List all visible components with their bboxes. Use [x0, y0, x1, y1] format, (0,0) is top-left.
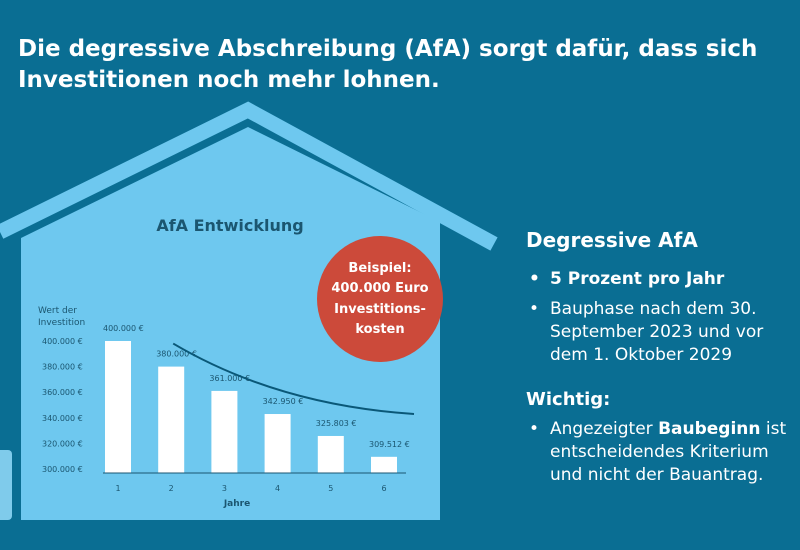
x-tick-label: 5: [328, 484, 333, 493]
badge-line-3: Investitions-: [334, 302, 426, 317]
list-item-text-line-3: dem 1. Oktober 2029: [550, 345, 733, 365]
list-item-text-line-1: Bauphase nach dem 30.: [550, 299, 757, 319]
x-tick-label: 2: [169, 484, 174, 493]
trend-line: [172, 342, 415, 415]
y-axis-label-line-1: Wert der: [38, 306, 77, 316]
bar: [264, 414, 291, 473]
y-tick-label: 400.000 €: [42, 337, 83, 346]
important-text-line-3: und nicht der Bauantrag.: [550, 465, 764, 485]
bar-value-label: 342.950 €: [263, 397, 304, 406]
bar-value-label: 325.803 €: [316, 419, 357, 428]
side-panel-title: Degressive AfA: [526, 228, 698, 252]
bar-value-label: 400.000 €: [103, 324, 144, 333]
y-tick-label: 380.000 €: [42, 363, 83, 372]
left-edge-tab: [0, 450, 12, 520]
list-item: • 5 Prozent pro Jahr: [526, 268, 800, 291]
x-axis-label: Jahre: [223, 499, 250, 509]
badge-line-2: 400.000 Euro: [331, 281, 428, 296]
y-tick-label: 300.000 €: [42, 465, 83, 474]
list-item: • Bauphase nach dem 30. September 2023 u…: [526, 298, 800, 367]
bar: [158, 366, 185, 473]
x-tick-label: 1: [115, 484, 120, 493]
important-text-pre: Angezeigter: [550, 419, 659, 439]
y-axis-label-line-2: Investition: [38, 318, 85, 328]
bar: [371, 456, 397, 473]
y-tick-label: 340.000 €: [42, 414, 83, 423]
list-item-text: 5 Prozent pro Jahr: [550, 269, 725, 289]
chart-title: AfA Entwicklung: [156, 216, 303, 235]
important-text-post: ist: [760, 419, 787, 439]
badge-line-1: Beispiel:: [348, 261, 411, 276]
important-text-line-2: entscheidendes Kriterium: [550, 442, 769, 462]
headline-line-2: Investitionen noch mehr lohnen.: [18, 67, 440, 93]
x-tick-label: 3: [222, 484, 227, 493]
badge-line-4: kosten: [355, 322, 404, 337]
house-roof: [0, 101, 498, 251]
list-item: • Angezeigter Baubeginn ist entscheidend…: [526, 418, 800, 487]
bar: [211, 390, 238, 473]
y-tick-label: 360.000 €: [42, 388, 83, 397]
example-badge: Beispiel: 400.000 Euro Investitions- kos…: [317, 236, 443, 362]
important-title: Wichtig:: [526, 389, 611, 410]
bar: [105, 341, 131, 473]
important-keyword: Baubeginn: [658, 419, 761, 439]
list-item-text-line-2: September 2023 und vor: [550, 322, 764, 342]
side-panel: Degressive AfA • 5 Prozent pro Jahr • Ba…: [526, 228, 800, 487]
bullet-icon: •: [529, 419, 540, 439]
bar: [317, 435, 344, 473]
x-tick-label: 6: [381, 484, 386, 493]
x-tick-label: 4: [275, 484, 280, 493]
headline-line-1: Die degressive Abschreibung (AfA) sorgt …: [18, 36, 758, 62]
bar-value-label: 380.000 €: [156, 350, 197, 359]
badge-circle: [317, 236, 443, 362]
bullet-icon: •: [529, 269, 540, 289]
headline: Die degressive Abschreibung (AfA) sorgt …: [18, 34, 788, 96]
bar-value-label: 309.512 €: [369, 440, 410, 449]
y-tick-label: 320.000 €: [42, 439, 83, 448]
bar-value-label: 361.000 €: [209, 374, 250, 383]
important-list: • Angezeigter Baubeginn ist entscheidend…: [526, 418, 800, 487]
bullet-icon: •: [529, 299, 540, 319]
afa-bullet-list: • 5 Prozent pro Jahr • Bauphase nach dem…: [526, 268, 800, 367]
